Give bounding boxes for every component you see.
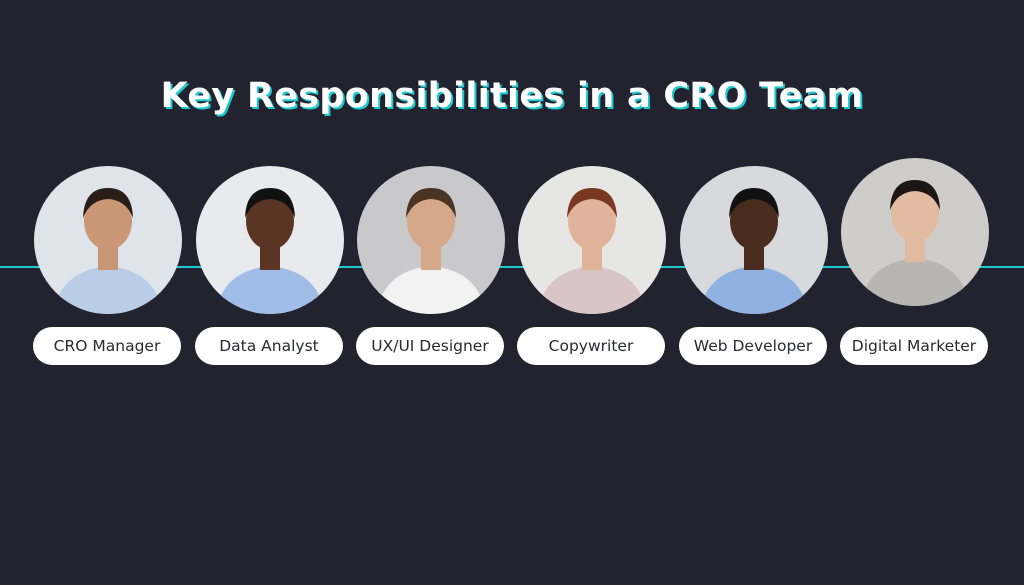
role-label: Data Analyst bbox=[195, 327, 343, 365]
member-photo bbox=[518, 166, 666, 314]
member-photo bbox=[196, 166, 344, 314]
member-photo bbox=[841, 158, 989, 306]
member-photo bbox=[357, 166, 505, 314]
role-label: Digital Marketer bbox=[840, 327, 988, 365]
role-label: Copywriter bbox=[517, 327, 665, 365]
member-photo bbox=[680, 166, 828, 314]
page-title: Key Responsibilities in a CRO Team bbox=[160, 76, 864, 116]
role-label: UX/UI Designer bbox=[356, 327, 504, 365]
member-photo bbox=[34, 166, 182, 314]
role-label: CRO Manager bbox=[33, 327, 181, 365]
timeline-line bbox=[0, 266, 1024, 268]
role-label: Web Developer bbox=[679, 327, 827, 365]
